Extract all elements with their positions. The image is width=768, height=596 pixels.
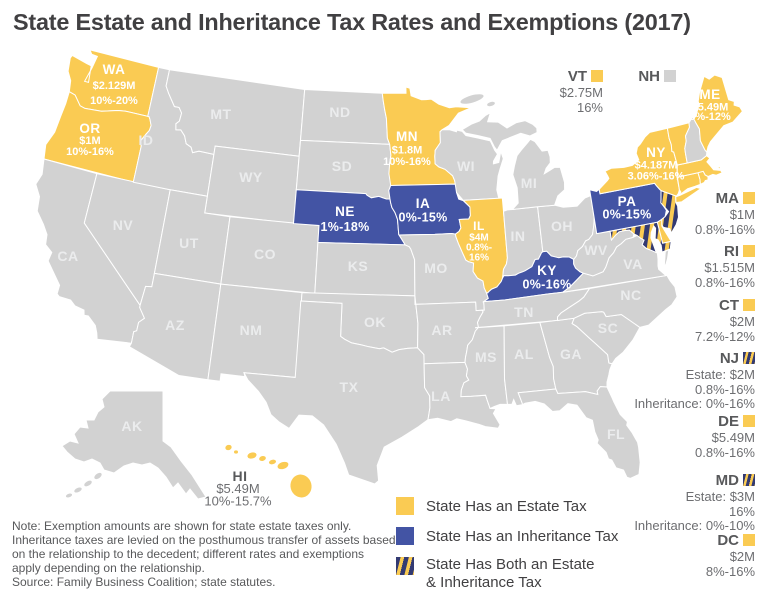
svg-text:$5.49M: $5.49M <box>692 102 729 114</box>
svg-text:16%: 16% <box>469 253 489 264</box>
svg-text:WI: WI <box>457 158 475 174</box>
svg-text:TX: TX <box>340 379 359 395</box>
svg-text:WV: WV <box>584 242 608 258</box>
svg-text:1%-18%: 1%-18% <box>320 220 369 234</box>
svg-text:NM: NM <box>240 322 263 338</box>
svg-text:ME: ME <box>699 87 720 102</box>
svg-text:AK: AK <box>121 418 142 434</box>
svg-text:OK: OK <box>364 314 386 330</box>
svg-text:SC: SC <box>598 320 618 336</box>
svg-text:OR: OR <box>79 121 100 136</box>
svg-text:0.8%-: 0.8%- <box>466 243 492 254</box>
svg-text:KY: KY <box>537 263 557 278</box>
svg-text:$4M: $4M <box>469 233 488 244</box>
svg-text:MT: MT <box>210 106 231 122</box>
svg-text:MN: MN <box>396 129 418 144</box>
svg-text:0%-15%: 0%-15% <box>602 208 651 222</box>
svg-text:AL: AL <box>514 346 534 362</box>
svg-text:NY: NY <box>646 145 666 160</box>
svg-text:3.06%-16%: 3.06%-16% <box>628 171 685 183</box>
svg-text:GA: GA <box>560 346 582 362</box>
svg-text:NV: NV <box>113 217 134 233</box>
svg-text:MO: MO <box>424 260 448 276</box>
svg-text:IA: IA <box>416 196 431 211</box>
svg-text:$1M: $1M <box>79 135 100 147</box>
svg-text:VA: VA <box>623 256 642 272</box>
svg-text:LA: LA <box>431 388 451 404</box>
svg-text:WY: WY <box>239 169 263 185</box>
svg-text:10%-15.7%: 10%-15.7% <box>204 494 272 509</box>
svg-text:PA: PA <box>618 194 637 209</box>
svg-text:TN: TN <box>514 304 534 320</box>
svg-text:10%-16%: 10%-16% <box>66 146 114 158</box>
svg-text:IL: IL <box>473 219 485 233</box>
svg-text:OH: OH <box>551 218 573 234</box>
svg-text:0%-15%: 0%-15% <box>398 211 447 225</box>
svg-text:UT: UT <box>179 235 199 251</box>
svg-text:10%-20%: 10%-20% <box>90 95 138 107</box>
svg-text:KS: KS <box>348 258 368 274</box>
svg-text:NE: NE <box>335 204 355 219</box>
svg-text:$1.8M: $1.8M <box>392 145 423 157</box>
svg-text:SD: SD <box>332 158 352 174</box>
svg-text:ID: ID <box>139 132 154 148</box>
svg-text:AR: AR <box>431 322 452 338</box>
svg-text:CA: CA <box>57 248 78 264</box>
svg-text:10%-16%: 10%-16% <box>383 156 431 168</box>
svg-text:$4.187M: $4.187M <box>635 160 678 172</box>
svg-text:AZ: AZ <box>165 317 185 333</box>
svg-text:MS: MS <box>475 349 497 365</box>
svg-text:$2.129M: $2.129M <box>93 80 136 92</box>
svg-text:FL: FL <box>607 426 625 442</box>
svg-text:$5.49M: $5.49M <box>216 481 259 496</box>
svg-text:NC: NC <box>620 287 641 303</box>
svg-text:IN: IN <box>511 228 526 244</box>
svg-text:MI: MI <box>521 175 538 191</box>
svg-text:0%-16%: 0%-16% <box>522 278 571 292</box>
svg-text:CO: CO <box>254 246 276 262</box>
svg-text:HI: HI <box>233 468 248 484</box>
svg-text:8%-12%: 8%-12% <box>689 111 731 123</box>
svg-text:WA: WA <box>103 62 126 77</box>
svg-text:ND: ND <box>329 104 350 120</box>
